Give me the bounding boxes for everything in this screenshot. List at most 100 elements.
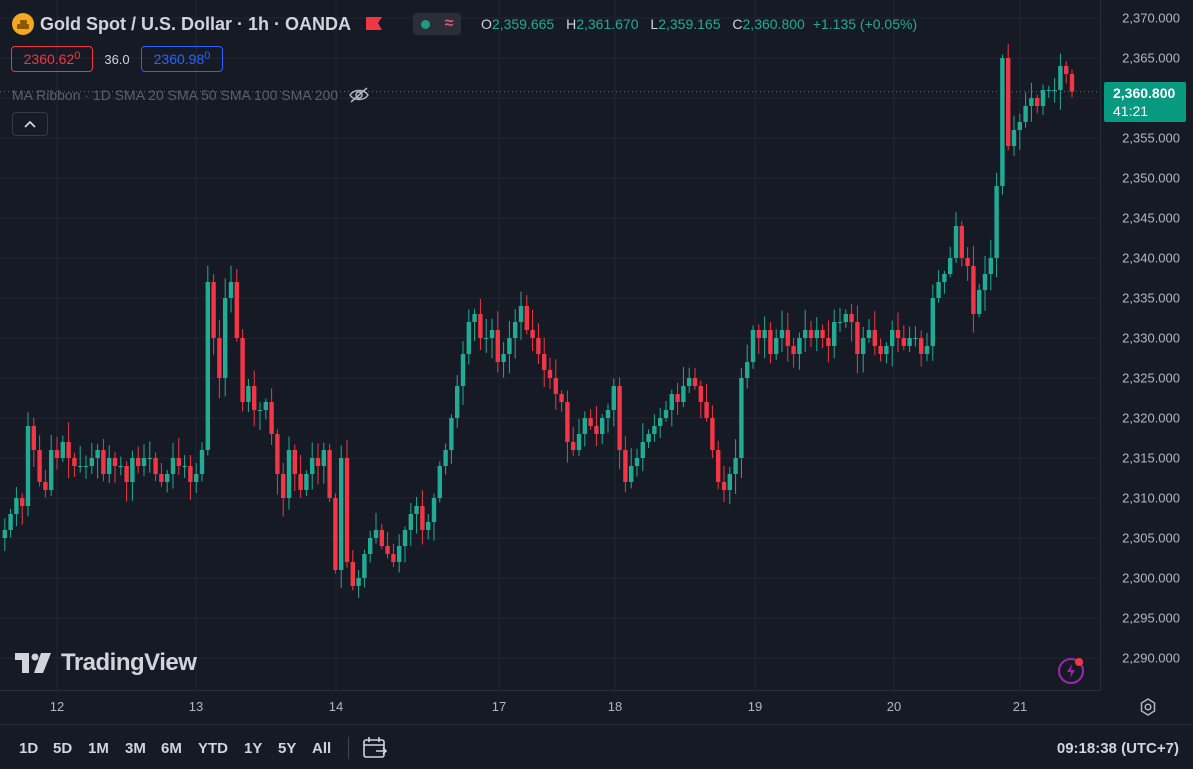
buy-button[interactable]: 2360.98 0 <box>141 46 223 72</box>
lightning-icon[interactable] <box>1058 658 1084 684</box>
gold-symbol-icon[interactable] <box>12 13 34 35</box>
candle-body <box>257 410 263 411</box>
candle-body <box>820 330 825 338</box>
range-5y-button[interactable]: 5Y <box>278 740 297 757</box>
candle <box>66 422 71 479</box>
candle-body <box>31 426 36 450</box>
range-ytd-button[interactable]: YTD <box>198 740 228 757</box>
range-1m-button[interactable]: 1M <box>88 740 109 757</box>
eye-slash-icon[interactable] <box>348 86 370 104</box>
candle <box>634 448 640 477</box>
candle <box>147 441 152 473</box>
candle-body <box>530 330 535 338</box>
candle-body <box>1064 66 1069 74</box>
candle-body <box>571 442 576 450</box>
price-tick: 2,355.000 <box>1122 130 1180 146</box>
candle-body <box>507 338 512 354</box>
time-tick: 19 <box>747 699 763 714</box>
price-tick: 2,290.000 <box>1122 650 1180 666</box>
time-tick: 13 <box>188 699 204 714</box>
range-1y-button[interactable]: 1Y <box>244 740 263 757</box>
candle-body <box>884 346 889 354</box>
range-1d-button[interactable]: 1D <box>19 740 39 757</box>
range-3m-button[interactable]: 3M <box>125 740 146 757</box>
candle-body <box>460 354 466 386</box>
candle-body <box>716 450 721 482</box>
candle-body <box>234 282 239 338</box>
candle-body <box>8 514 13 530</box>
market-status[interactable]: ≈ <box>413 13 462 35</box>
range-5d-button[interactable]: 5D <box>53 740 73 757</box>
candle-body <box>704 402 709 418</box>
candle-body <box>924 346 930 354</box>
candle-body <box>112 458 118 466</box>
candle <box>733 439 738 494</box>
candle-body <box>600 418 605 434</box>
time-tick: 12 <box>49 699 65 714</box>
candle <box>199 442 205 482</box>
candle-body <box>373 530 379 538</box>
price-axis[interactable]: 2,370.0002,365.0002,360.0002,355.0002,35… <box>1100 0 1193 690</box>
candle <box>408 502 413 547</box>
calendar-icon[interactable] <box>362 736 388 760</box>
candle <box>977 283 982 318</box>
candle <box>385 531 390 559</box>
candle <box>286 436 292 510</box>
candle <box>373 512 379 544</box>
symbol-title[interactable]: Gold Spot / U.S. Dollar · 1h · OANDA <box>40 13 352 34</box>
collapse-legend-button[interactable] <box>12 112 48 136</box>
flag-icon[interactable] <box>365 16 383 32</box>
candle <box>95 443 100 479</box>
candle-body <box>681 386 686 402</box>
range-all-button[interactable]: All <box>312 740 332 757</box>
candle-body <box>588 418 593 426</box>
candle <box>391 543 396 568</box>
candle <box>333 493 338 574</box>
time-tick: 21 <box>1012 699 1028 714</box>
candle <box>843 309 848 328</box>
candle-body <box>60 442 65 458</box>
candle <box>414 496 419 534</box>
candle <box>884 341 889 364</box>
notification-dot <box>1075 658 1083 666</box>
settings-icon[interactable] <box>1138 697 1158 717</box>
time-tick: 20 <box>886 699 902 714</box>
candle <box>8 508 13 538</box>
candle <box>745 344 750 389</box>
range-6m-button[interactable]: 6M <box>161 740 182 757</box>
candle <box>217 319 222 399</box>
candle-body <box>153 458 158 474</box>
candle <box>623 436 628 493</box>
candle-body <box>211 282 216 338</box>
indicator-legend[interactable]: MA Ribbon · 1D SMA 20 SMA 50 SMA 100 SMA… <box>12 85 370 105</box>
candlestick-chart[interactable] <box>0 0 1100 690</box>
candle <box>275 429 280 495</box>
candle-body <box>420 506 425 530</box>
candle-body <box>727 474 732 490</box>
candle-body <box>861 338 866 354</box>
candle <box>803 309 808 352</box>
candle-body <box>855 322 860 354</box>
candle-body <box>78 466 83 467</box>
candle-body <box>739 378 744 458</box>
candle <box>640 423 645 472</box>
candle <box>78 445 83 473</box>
candle-body <box>292 450 297 474</box>
candle <box>1029 82 1034 122</box>
candle-body <box>2 530 7 538</box>
chart-area[interactable] <box>0 0 1100 690</box>
candle-body <box>565 402 570 442</box>
candle-body <box>669 394 674 410</box>
candle-body <box>466 322 471 354</box>
clock[interactable]: 09:18:38 (UTC+7) <box>1056 740 1179 757</box>
candle-body <box>205 282 210 450</box>
tradingview-logo[interactable]: TradingView <box>15 648 197 678</box>
time-axis[interactable]: 12 13 14 17 18 19 20 21 <box>0 690 1100 724</box>
candle <box>907 326 912 352</box>
candle <box>211 274 216 355</box>
candle <box>895 312 901 353</box>
price-change: +1.135 (+0.05%) <box>812 16 918 32</box>
candle <box>710 405 715 459</box>
candle <box>153 452 158 482</box>
sell-button[interactable]: 2360.62 0 <box>11 46 93 72</box>
